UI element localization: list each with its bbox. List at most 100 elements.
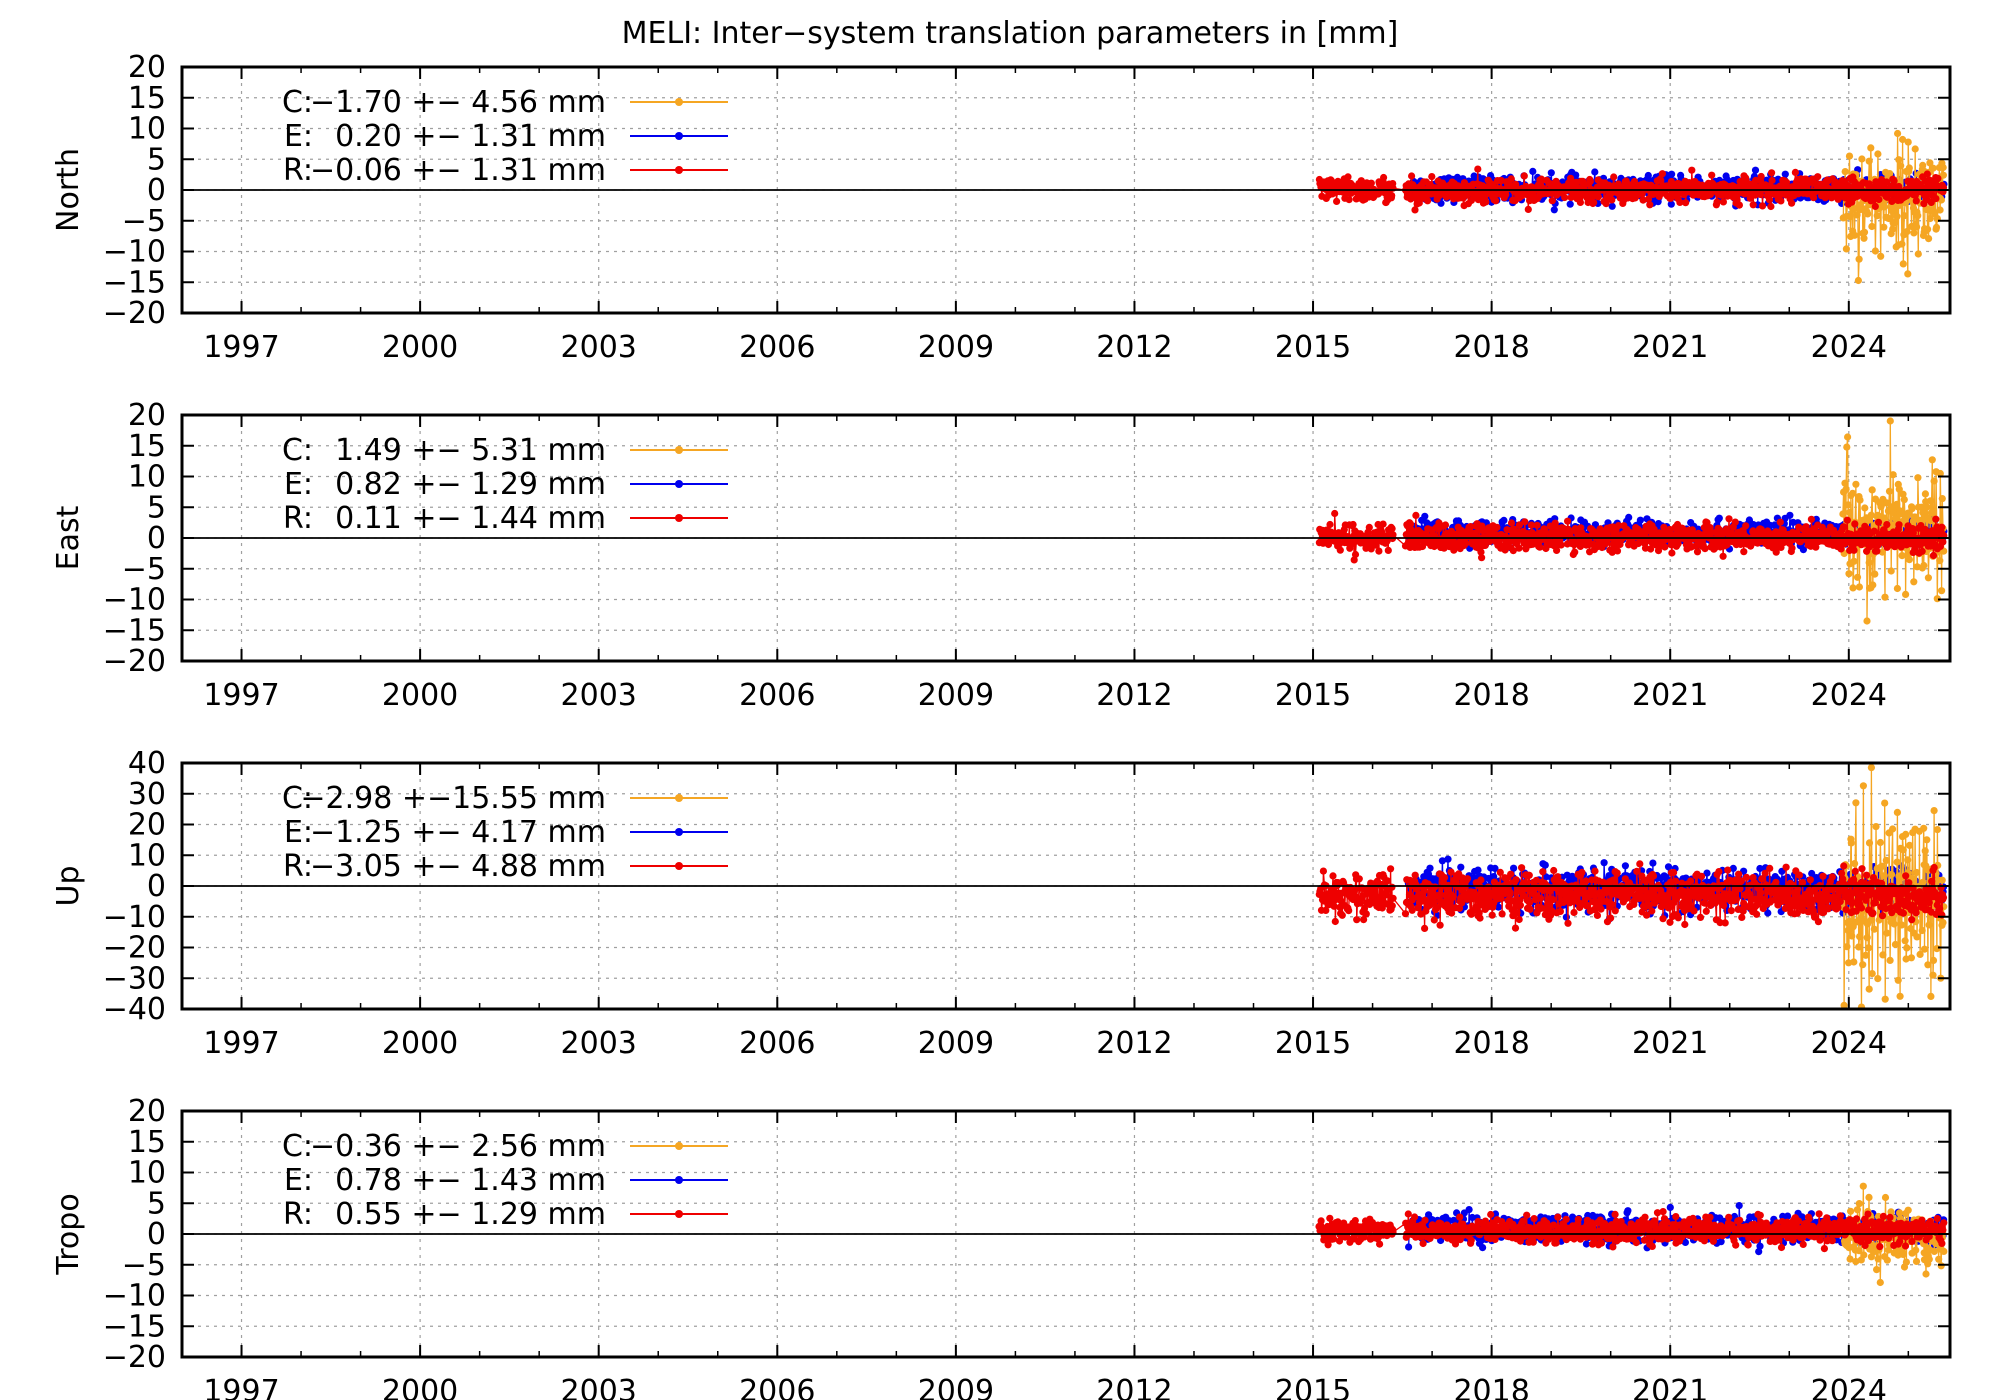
series-C-point — [1865, 157, 1873, 165]
legend-marker — [675, 132, 683, 140]
series-R-point — [1777, 197, 1785, 205]
y-tick-label: −15 — [103, 613, 166, 648]
x-tick-label: 2006 — [739, 678, 815, 713]
series-E-point — [1608, 202, 1616, 210]
series-C-point — [1897, 162, 1905, 170]
legend-marker — [675, 480, 683, 488]
series-R-point — [1742, 522, 1750, 530]
series-C-point — [1846, 213, 1854, 221]
x-tick-label: 2003 — [561, 678, 637, 713]
series-C-point — [1858, 155, 1866, 163]
y-tick-label: 20 — [128, 398, 166, 433]
series-C-point — [1926, 159, 1934, 167]
series-R-point — [1507, 519, 1516, 527]
series-C-point — [1845, 508, 1854, 516]
series-E-point — [1636, 516, 1644, 524]
series-C-point — [1902, 590, 1910, 599]
y-tick-label: 20 — [128, 50, 166, 85]
series-C-point — [1924, 574, 1932, 582]
data-area — [1315, 764, 1948, 1009]
series-C-point — [1924, 225, 1932, 233]
series-R-point — [1576, 198, 1584, 206]
series-R-point — [1670, 531, 1678, 539]
x-tick-label: 2018 — [1453, 678, 1529, 713]
series-C-point — [1841, 479, 1849, 487]
legend-key: E: — [284, 467, 313, 502]
series-C-point — [1938, 587, 1946, 595]
series-E-point — [1510, 864, 1518, 872]
series-R-point — [1674, 540, 1682, 548]
series-R-point — [1482, 198, 1490, 206]
series-C-point — [1938, 495, 1946, 503]
series-C-point — [1925, 235, 1933, 243]
legend-marker — [675, 166, 683, 174]
series-E-point — [1541, 861, 1549, 869]
legend-stats: 0.82 +− 1.29 mm — [335, 467, 606, 502]
x-tick-label: 2012 — [1096, 330, 1172, 365]
series-E-point — [1562, 913, 1570, 921]
series-R-point — [1929, 551, 1938, 560]
series-C-point — [1869, 581, 1877, 589]
series-E-point — [1424, 870, 1433, 878]
series-C-point — [1861, 504, 1869, 512]
legend-marker — [675, 514, 683, 522]
series-E-point — [1474, 866, 1482, 874]
series-R-point — [1587, 540, 1595, 548]
series-R-point — [1768, 169, 1776, 177]
series-R-point — [1772, 548, 1780, 556]
series-R-point — [1818, 523, 1826, 532]
series-R-point — [1571, 548, 1579, 556]
series-R-point — [1837, 545, 1845, 553]
series-E-point — [1715, 514, 1723, 522]
series-C-point — [1874, 150, 1882, 158]
series-R-point — [1524, 205, 1532, 213]
legend-stats: −0.06 +− 1.31 mm — [310, 153, 606, 188]
series-R-point — [1758, 202, 1767, 210]
series-C-point — [1911, 145, 1919, 153]
series-R-point — [1768, 176, 1776, 185]
series-C-point — [1923, 503, 1931, 511]
series-C-point — [1889, 225, 1897, 233]
series-R-point — [1918, 547, 1926, 555]
series-R-point — [1411, 206, 1419, 214]
series-R-point — [1850, 546, 1858, 554]
series-R-point — [1564, 517, 1572, 525]
y-tick-label: 10 — [128, 460, 166, 495]
series-R-point — [1507, 175, 1515, 183]
series-C-point — [1899, 135, 1907, 144]
series-C-point — [1893, 584, 1901, 593]
series-E-point — [1799, 546, 1807, 554]
y-axis-label: North — [51, 148, 86, 232]
series-R-point — [1388, 525, 1396, 533]
series-R-point — [1536, 543, 1544, 551]
x-tick-label: 2018 — [1453, 330, 1529, 365]
series-R-point — [1873, 547, 1881, 555]
x-tick-label: 1997 — [203, 678, 279, 713]
series-C-point — [1850, 557, 1858, 565]
series-R-point — [1749, 201, 1757, 209]
series-C-point — [1898, 552, 1906, 560]
series-E-point — [1591, 168, 1599, 176]
x-tick-label: 2009 — [918, 330, 994, 365]
series-R-point — [1731, 518, 1739, 526]
y-tick-label: 0 — [147, 521, 166, 556]
series-C-point — [1905, 556, 1913, 564]
y-tick-label: 15 — [128, 429, 166, 464]
series-R-point — [1613, 547, 1622, 555]
series-C-point — [1871, 570, 1879, 578]
series-C-point — [1921, 490, 1929, 498]
series-R-point — [1365, 523, 1373, 532]
series-C-point — [1894, 129, 1902, 138]
series-C-point — [1880, 514, 1888, 522]
series-C-point — [1855, 255, 1863, 263]
series-R-point — [1682, 199, 1690, 207]
series-R-point — [1478, 554, 1486, 562]
series-C-point — [1855, 583, 1863, 591]
series-C-point — [1899, 260, 1907, 268]
series-R-point — [1441, 521, 1450, 529]
legend-stats: 1.49 +− 5.31 mm — [335, 433, 606, 468]
series-R-point — [1934, 174, 1942, 182]
series-C-point — [1852, 480, 1860, 488]
